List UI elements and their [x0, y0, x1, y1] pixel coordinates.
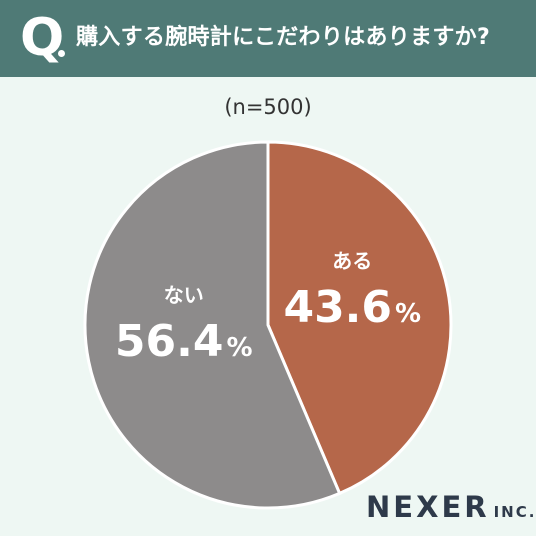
- slice-label-2: ない: [164, 283, 204, 307]
- sample-size: (n=500): [224, 95, 312, 119]
- question-title: 購入する腕時計にこだわりはありますか?: [76, 25, 491, 50]
- slice-label-1: ある: [332, 249, 372, 273]
- pie-slice-2: [83, 140, 342, 510]
- slice-value-1: 43.6%: [283, 282, 421, 333]
- q-dot-icon: [58, 50, 65, 57]
- brand-suffix: INC.: [493, 503, 536, 521]
- question-header: Q 購入する腕時計にこだわりはありますか?: [0, 0, 536, 77]
- brand-name: NEXER: [366, 490, 490, 524]
- pie-slice-1: [266, 140, 453, 496]
- q-letter: Q: [20, 8, 65, 68]
- brand-logo: NEXER INC.: [366, 490, 536, 524]
- slice-value-2: 56.4%: [115, 316, 253, 367]
